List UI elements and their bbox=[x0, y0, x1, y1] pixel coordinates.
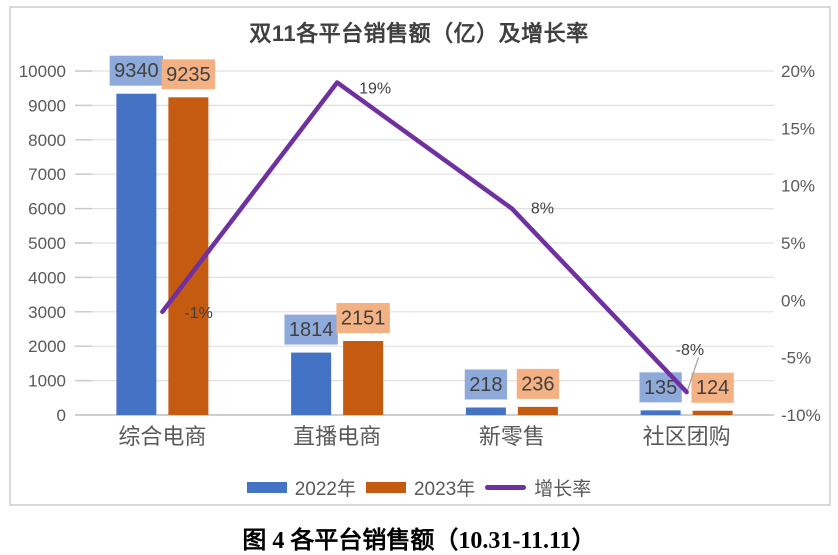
left-axis-tick-label: 6000 bbox=[28, 200, 66, 219]
left-axis-tick-label: 5000 bbox=[28, 234, 66, 253]
legend-item-增长率: 增长率 bbox=[485, 474, 591, 501]
bar-2022年-直播电商 bbox=[291, 352, 332, 415]
data-label-2022年-直播电商: 1814 bbox=[289, 319, 334, 341]
left-axis-tick-label: 2000 bbox=[28, 337, 66, 356]
bar-2023年-新零售 bbox=[517, 406, 558, 415]
legend-label: 2023年 bbox=[413, 478, 476, 500]
data-label-2022年-新零售: 218 bbox=[469, 374, 502, 396]
bar-2022年-综合电商 bbox=[116, 93, 157, 415]
legend-color-swatch bbox=[246, 481, 287, 493]
line-data-label-综合电商: -1% bbox=[184, 305, 212, 322]
data-label-box-2022年-直播电商 bbox=[284, 314, 338, 345]
right-axis-tick-label: 10% bbox=[781, 177, 815, 196]
data-label-box-2023年-新零售 bbox=[516, 368, 560, 399]
line-data-label-直播电商: 19% bbox=[359, 80, 391, 97]
data-label-2023年-社区团购: 124 bbox=[696, 377, 729, 399]
data-label-2023年-直播电商: 2151 bbox=[341, 308, 386, 330]
left-axis-tick-label: 0 bbox=[57, 406, 66, 425]
left-axis-tick-label: 1000 bbox=[28, 372, 66, 391]
right-axis-tick-label: 20% bbox=[781, 62, 815, 81]
legend-label: 2022年 bbox=[294, 478, 356, 500]
chart-legend: 2022年 2023年 增长率 bbox=[0, 474, 838, 501]
legend-line-swatch bbox=[485, 484, 527, 490]
data-label-box-2022年-新零售 bbox=[464, 369, 508, 400]
bar-2022年-新零售 bbox=[465, 407, 506, 415]
chart-title: 双11各平台销售额（亿）及增长率 bbox=[249, 21, 589, 46]
legend-label: 增长率 bbox=[534, 478, 592, 500]
category-label: 直播电商 bbox=[293, 424, 381, 449]
category-label: 社区团购 bbox=[643, 424, 731, 449]
growth-rate-line bbox=[160, 80, 689, 395]
figure-caption: 图 4 各平台销售额（10.31-11.11） bbox=[242, 528, 596, 554]
data-label-2022年-社区团购: 135 bbox=[644, 377, 677, 399]
right-axis-tick-label: 15% bbox=[781, 119, 815, 138]
left-axis-tick-label: 9000 bbox=[28, 96, 66, 115]
right-axis-tick-label: 5% bbox=[781, 234, 806, 253]
right-axis-tick-label: -10% bbox=[781, 406, 821, 425]
data-label-2022年-综合电商: 9340 bbox=[114, 60, 159, 82]
right-axis-tick-label: -5% bbox=[781, 349, 811, 368]
label-leader-line bbox=[687, 356, 700, 391]
line-data-label-社区团购: -8% bbox=[676, 342, 704, 359]
left-axis-tick-label: 4000 bbox=[28, 268, 66, 287]
left-axis-tick-label: 7000 bbox=[28, 165, 66, 184]
bar-2023年-综合电商 bbox=[168, 97, 209, 415]
left-axis-tick-label: 3000 bbox=[28, 303, 66, 322]
data-label-2023年-综合电商: 9235 bbox=[166, 64, 211, 86]
left-axis-tick-label: 8000 bbox=[28, 131, 66, 150]
category-label: 新零售 bbox=[479, 424, 545, 449]
data-label-box-2023年-社区团购 bbox=[691, 372, 734, 403]
right-axis-tick-label: 0% bbox=[781, 291, 806, 310]
legend-item-2023年: 2023年 bbox=[365, 474, 476, 501]
data-label-box-2023年-直播电商 bbox=[336, 303, 390, 334]
data-label-box-2023年-综合电商 bbox=[161, 59, 216, 90]
line-data-label-新零售: 8% bbox=[531, 201, 554, 218]
bar-2023年-直播电商 bbox=[343, 341, 384, 415]
data-label-box-2022年-综合电商 bbox=[109, 55, 164, 86]
category-label: 综合电商 bbox=[118, 424, 206, 449]
legend-color-swatch bbox=[365, 481, 406, 493]
bar-2023年-社区团购 bbox=[692, 410, 733, 415]
bar-2022年-社区团购 bbox=[640, 410, 681, 415]
data-label-2023年-新零售: 236 bbox=[521, 373, 554, 395]
legend-item-2022年: 2022年 bbox=[246, 474, 356, 501]
left-axis-tick-label: 10000 bbox=[19, 62, 66, 81]
